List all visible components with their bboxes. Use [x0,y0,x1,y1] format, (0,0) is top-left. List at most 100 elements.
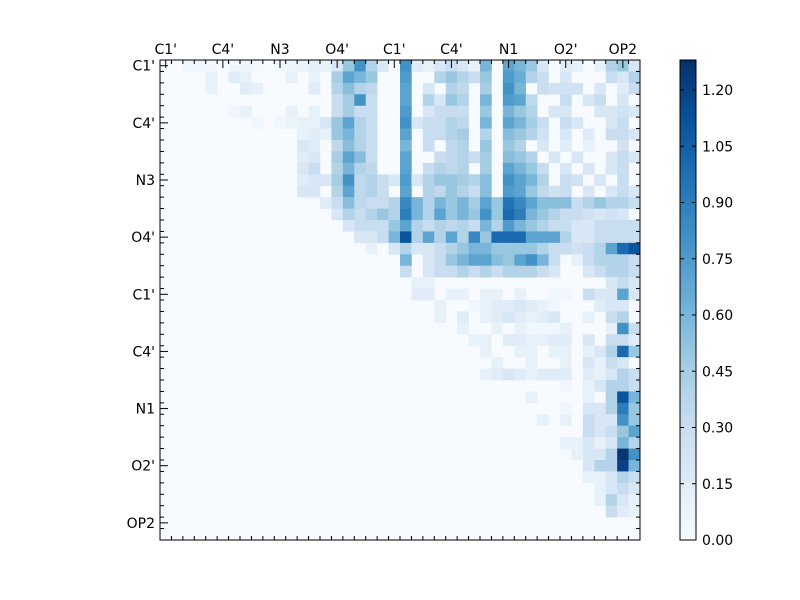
heatmap-cell [605,322,618,335]
heatmap-cell [308,117,321,129]
heatmap-cell [605,197,618,209]
heatmap-cell [582,94,595,107]
heatmap-cell [411,174,424,187]
heatmap-cell [628,471,641,484]
heatmap-cell [468,254,481,267]
x-tick-label: N3 [270,42,289,58]
heatmap-cell [537,117,549,129]
heatmap-cell [445,94,458,107]
heatmap-cell [560,231,572,244]
colorbar-tick-label: 1.05 [702,139,733,155]
heatmap-cell [297,174,309,187]
heatmap-cell [605,288,618,301]
heatmap-cell [560,71,572,84]
heatmap-cell [434,71,447,84]
heatmap-cell [617,425,629,438]
heatmap-cell [594,448,607,461]
heatmap-cell [617,460,629,472]
heatmap-cell [628,460,641,472]
x-tick-label: C4' [212,42,235,58]
heatmap-cell [491,265,504,278]
heatmap-cell [445,288,458,301]
heatmap-cell [525,334,538,347]
heatmap-cell [537,71,549,84]
heatmap-cell [457,140,469,152]
heatmap-cell [514,174,527,187]
heatmap-cell [525,208,538,221]
heatmap-cell [605,368,618,381]
heatmap-cell [468,265,481,278]
heatmap-cell [560,105,572,118]
heatmap-cell [411,197,424,209]
heatmap-cell [468,71,481,84]
heatmap-cell [582,357,595,369]
heatmap-cell [514,117,527,129]
heatmap-cell [537,311,549,324]
heatmap-cell [377,208,389,221]
heatmap-cell [582,402,595,415]
heatmap-cell [605,242,618,255]
heatmap-cell [445,82,458,95]
heatmap-cell [617,357,629,369]
heatmap-cell [537,185,549,198]
heatmap-cell [445,71,458,84]
heatmap-cell [582,254,595,267]
heatmap-cell [628,220,641,232]
heatmap-cell [514,231,527,244]
heatmap-cell [548,231,561,244]
heatmap-cell [548,265,561,278]
heatmap-cell [594,460,607,472]
heatmap-cell [480,334,492,347]
heatmap-cell [617,334,629,347]
heatmap-cell [468,220,481,232]
heatmap-cell [468,334,481,347]
heatmap-cell [480,82,492,95]
heatmap-cell [342,117,355,129]
heatmap-cell [480,368,492,381]
heatmap-cell [342,94,355,107]
heatmap-cell [445,162,458,175]
heatmap-cell [422,117,435,129]
heatmap-cell [285,60,298,72]
heatmap-cell [445,254,458,267]
heatmap-cell [594,471,607,484]
heatmap-cell [605,402,618,415]
heatmap-cell [560,174,572,187]
heatmap-cell [605,254,618,267]
heatmap-cell [605,277,618,289]
heatmap-cell [480,231,492,244]
heatmap-cell [605,494,618,507]
heatmap-cell [457,174,469,187]
heatmap-cell [354,174,367,187]
heatmap-cell [491,368,504,381]
heatmap-cell [422,94,435,107]
heatmap-cell [571,437,584,449]
heatmap-cell [445,231,458,244]
heatmap-cell [457,231,469,244]
heatmap-cell [308,60,321,72]
heatmap-cell [537,322,549,335]
heatmap-cell [274,117,287,129]
heatmap-cell [617,300,629,312]
colorbar-tick-label: 1.20 [702,83,733,99]
heatmap-cell [617,277,629,289]
heatmap-cell [605,414,618,427]
heatmap-cell [605,162,618,175]
heatmap-cell [582,231,595,244]
heatmap-cell [434,197,447,209]
heatmap-cell [628,345,641,358]
heatmap-cell [514,288,527,301]
heatmap-cell [582,380,595,392]
heatmap-cell [445,174,458,187]
heatmap-cell [605,60,618,72]
heatmap-cell [571,117,584,129]
heatmap-cell [605,437,618,449]
heatmap-cell [422,140,435,152]
y-tick-label: C4' [132,116,155,132]
heatmap-cell [605,117,618,129]
heatmap-cell [480,174,492,187]
heatmap-cell [240,71,252,84]
heatmap-cell [502,208,515,221]
heatmap-cell [400,242,412,255]
colorbar-tick-label: 0.00 [702,533,733,549]
